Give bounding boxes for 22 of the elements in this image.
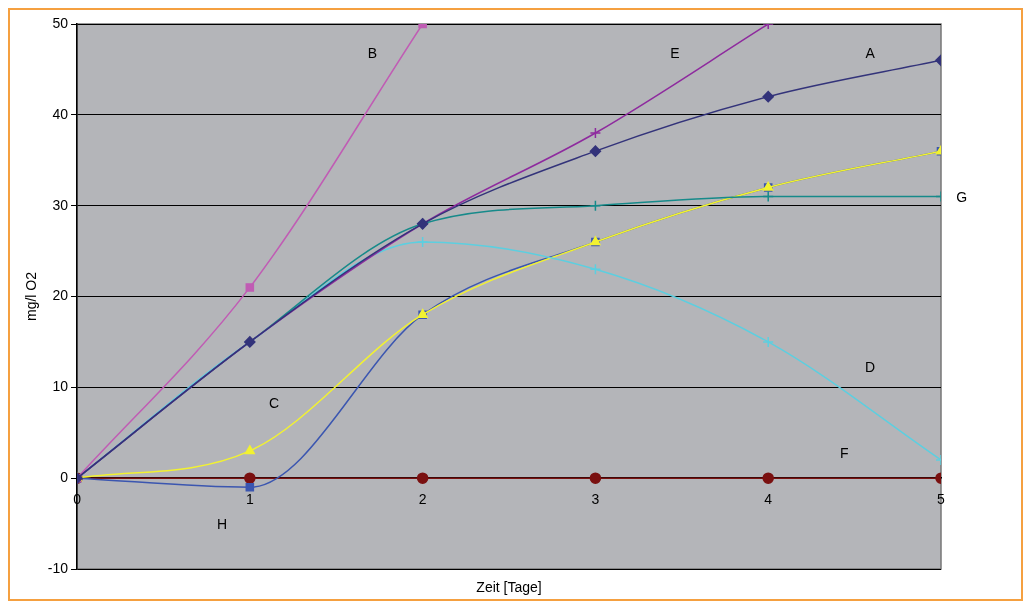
y-tick-label: 10	[52, 378, 69, 395]
text: H	[217, 516, 228, 533]
y-tick-label: 40	[52, 105, 69, 122]
series-label: B	[367, 44, 378, 61]
series-label: A	[865, 44, 876, 61]
series-label: C	[268, 394, 280, 411]
y-axis-title: mg/l O2	[23, 271, 40, 322]
series-label: D	[865, 359, 876, 376]
x-tick-label: 1	[245, 491, 254, 508]
series-label: E	[670, 44, 680, 61]
series-label: F	[839, 445, 849, 462]
series-label: G	[956, 189, 968, 206]
x-tick-label: 2	[418, 491, 427, 508]
y-tick-label: 30	[52, 196, 69, 213]
y-tick-label: 50	[52, 14, 69, 31]
x-axis-title: Zeit [Tage]	[476, 578, 542, 595]
x-tick-label: 4	[764, 491, 773, 508]
x-tick-label: 3	[591, 491, 600, 508]
y-tick-label: -10	[47, 559, 69, 576]
x-tick-label: 5	[937, 491, 946, 508]
y-tick-label: 0	[60, 469, 69, 486]
y-tick-label: 20	[52, 287, 69, 304]
